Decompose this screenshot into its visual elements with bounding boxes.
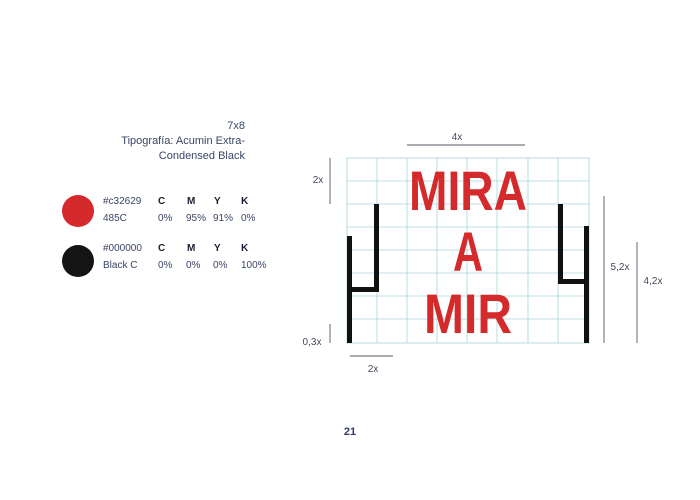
- black-hex-label: #000000: [103, 243, 142, 254]
- page-number: 21: [343, 426, 357, 438]
- cmyk-value-y: 91%: [213, 213, 234, 224]
- cmyk-header-k: K: [241, 243, 249, 254]
- black-pantone-label: Black C: [103, 260, 138, 271]
- measure-base-label: 0,3x: [303, 337, 322, 348]
- cmyk-value-k: 0%: [241, 213, 256, 224]
- cmyk-header-y: Y: [214, 243, 221, 254]
- logo-text-a: A: [453, 220, 483, 283]
- measure-right-inner-label: 5,2x: [611, 262, 630, 273]
- red-hex-label: #c32629: [103, 196, 142, 207]
- left-bracket-mark: [347, 204, 379, 343]
- red-pantone-label: 485C: [103, 213, 127, 224]
- cmyk-header-c: C: [158, 243, 166, 254]
- typography-title-line2: Condensed Black: [158, 150, 245, 162]
- cmyk-header-m: M: [187, 196, 196, 207]
- logo-text-mir: MIR: [424, 282, 512, 345]
- cmyk-header-y: Y: [214, 196, 221, 207]
- cmyk-value-c: 0%: [158, 213, 173, 224]
- cmyk-value-m: 95%: [186, 213, 207, 224]
- cmyk-header-m: M: [187, 243, 196, 254]
- cmyk-header-k: K: [241, 196, 249, 207]
- measure-right-outer-label: 4,2x: [644, 276, 663, 287]
- cmyk-value-c: 0%: [158, 260, 173, 271]
- black-swatch: [62, 245, 94, 277]
- measure-top-label: 4x: [452, 132, 463, 143]
- cmyk-value-y: 0%: [213, 260, 228, 271]
- logo-text-mira: MIRA: [409, 159, 527, 222]
- measure-bottom-label: 2x: [368, 364, 379, 375]
- right-bracket-mark: [558, 204, 589, 343]
- grid-label: 7x8: [227, 120, 245, 132]
- cmyk-value-k: 100%: [241, 260, 267, 271]
- cmyk-header-c: C: [158, 196, 166, 207]
- cmyk-value-m: 0%: [186, 260, 201, 271]
- red-swatch: [62, 195, 94, 227]
- measure-left-label: 2x: [313, 175, 324, 186]
- typography-title-line1: Tipografía: Acumin Extra-: [121, 135, 245, 147]
